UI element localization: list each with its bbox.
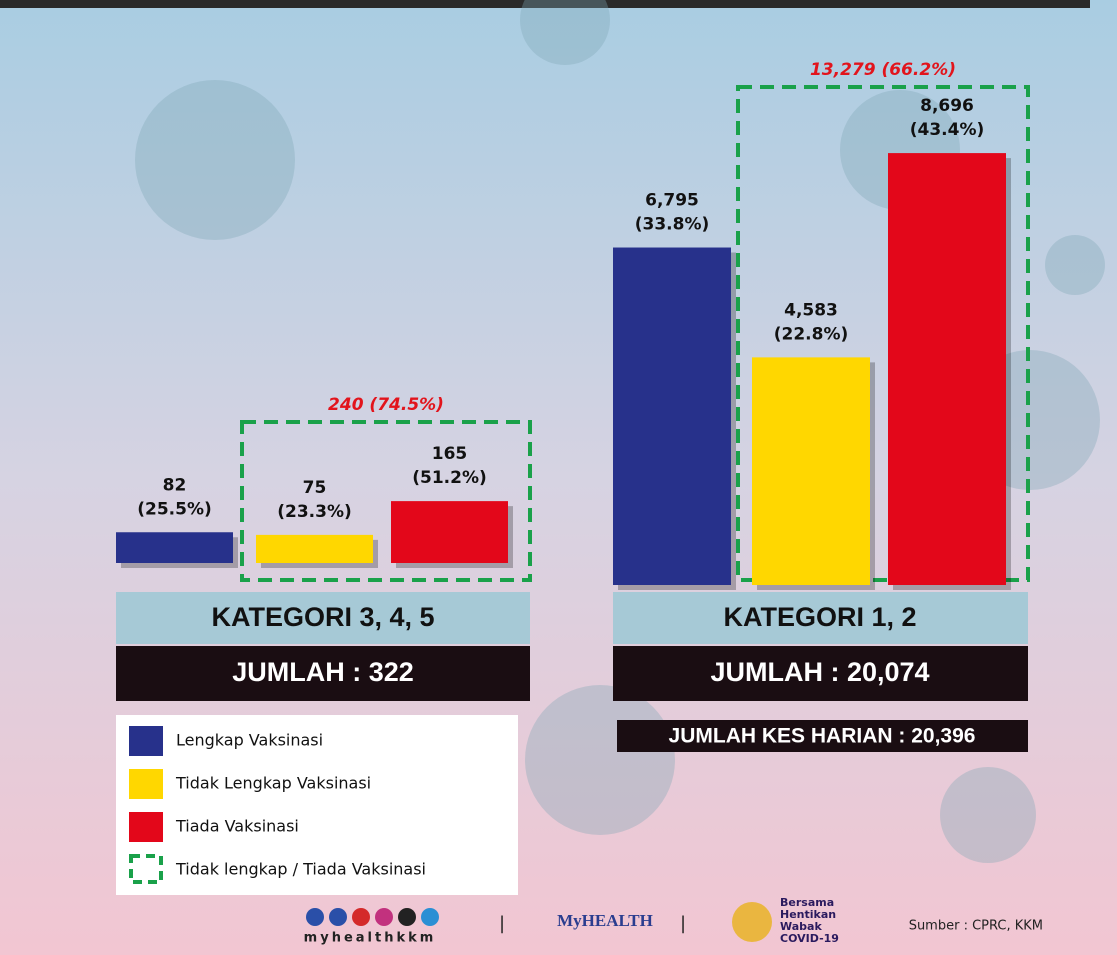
group-annotation: 13,279 (66.2%) [810,60,956,80]
value-label: 6,795 [645,191,699,211]
share-label: (23.3%) [277,502,352,522]
value-label: 165 [432,444,468,464]
legend-swatch [129,726,163,756]
category-title: KATEGORI 3, 4, 5 [211,602,434,632]
bar [752,357,870,585]
share-label: (51.2%) [412,468,487,488]
legend-label: Lengkap Vaksinasi [176,731,323,750]
separator: | [499,913,505,934]
legend-swatch [129,769,163,799]
legend-label: Tidak Lengkap Vaksinasi [175,774,371,793]
campaign-logo: Bersama Hentikan Wabak COVID-19 [780,896,839,945]
legend-label: Tiada Vaksinasi [175,817,299,836]
share-label: (25.5%) [137,499,212,519]
infographic: KATEGORI 3, 4, 5 JUMLAH : 322 KATEGORI 1… [0,0,1117,955]
campaign-line: COVID-19 [780,932,839,945]
footer-handle: myhealthkkm [304,931,437,946]
legend-swatch [129,812,163,842]
total-text: JUMLAH : 322 [232,657,414,687]
bar [116,532,233,563]
share-label: (22.8%) [774,324,849,344]
value-label: 82 [163,475,187,495]
legend-group-label: Tidak lengkap / Tiada Vaksinasi [175,860,426,879]
value-label: 4,583 [784,300,838,320]
separator: | [680,913,686,934]
bar [391,501,508,563]
bar [256,535,373,563]
myhealth-logo: MyHEALTH [557,911,653,930]
total-text: JUMLAH : 20,074 [710,657,929,687]
bar [888,153,1006,585]
share-label: (43.4%) [910,120,985,140]
share-label: (33.8%) [635,215,710,235]
value-label: 75 [303,478,327,498]
source: Sumber : CPRC, KKM [909,919,1043,934]
category-title: KATEGORI 1, 2 [723,602,916,632]
daily-total: JUMLAH KES HARIAN : 20,396 [669,725,976,748]
group-annotation: 240 (74.5%) [328,395,444,415]
value-label: 8,696 [920,96,974,116]
bar [613,248,731,585]
campaign-icon [732,902,772,942]
